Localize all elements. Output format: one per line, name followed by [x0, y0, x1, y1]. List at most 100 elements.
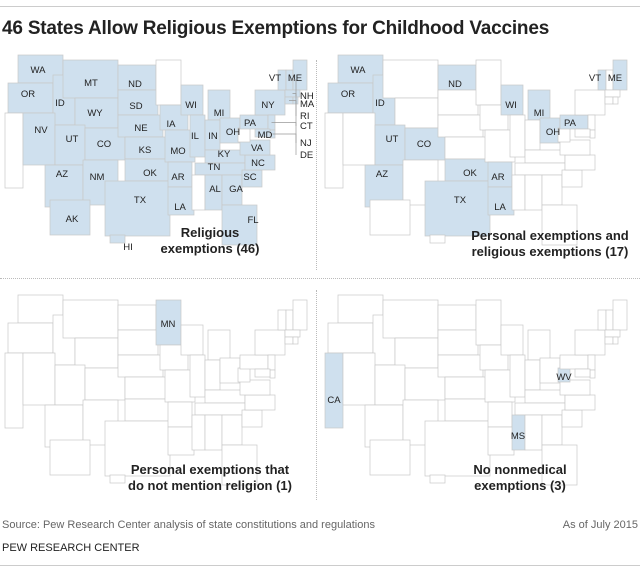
state-or	[7, 82, 54, 114]
state-nj	[267, 354, 276, 371]
caption-line: do not mention religion (1)	[128, 478, 292, 493]
state-sd	[117, 329, 159, 356]
state-ne	[117, 354, 164, 378]
top-rule	[0, 6, 640, 7]
map-caption-personal-nonreligious: Personal exemptions that do not mention …	[110, 462, 310, 494]
state-sc	[561, 169, 583, 188]
state-ut	[374, 124, 406, 166]
state-pa	[239, 354, 269, 370]
state-nc	[244, 394, 276, 411]
state-label: ID	[375, 98, 385, 109]
vertical-divider	[316, 290, 317, 500]
state-label: TX	[454, 195, 467, 206]
state-label: PA	[244, 118, 257, 129]
state-label: OH	[226, 127, 240, 138]
state-label: IA	[167, 119, 177, 130]
state-label: FL	[247, 215, 258, 226]
state-label: NC	[251, 158, 265, 169]
state-ms	[191, 414, 206, 451]
state-label: MO	[170, 146, 185, 157]
state-la	[167, 186, 195, 216]
state-label: GA	[229, 184, 243, 195]
state-wi	[180, 324, 204, 356]
state-nj	[587, 354, 596, 371]
caption-line: Personal exemptions and	[471, 228, 629, 243]
state-tn	[514, 162, 566, 176]
state-label: KY	[218, 149, 231, 160]
state-sd	[437, 329, 479, 356]
state-nh	[285, 309, 294, 331]
callout-line	[289, 100, 297, 126]
state-sd	[117, 89, 159, 116]
state-label: VT	[589, 73, 601, 84]
state-label: WI	[185, 100, 197, 111]
state-ut	[374, 364, 406, 406]
state-nv	[342, 112, 376, 166]
state-label: ND	[128, 79, 142, 90]
state-ks	[444, 376, 488, 400]
state-fl	[221, 204, 258, 246]
state-ks	[444, 136, 488, 160]
state-nd	[437, 304, 477, 331]
state-ak	[49, 439, 91, 476]
callout-label: MA	[300, 99, 315, 110]
state-label: SD	[129, 101, 142, 112]
state-ma	[604, 329, 621, 338]
state-de	[589, 129, 596, 139]
state-label: MT	[84, 78, 98, 89]
state-label: NV	[34, 125, 48, 136]
state-mi	[527, 329, 551, 361]
state-nc	[564, 154, 596, 171]
us-map-3: MN	[4, 294, 308, 486]
state-label: ME	[608, 73, 622, 84]
state-label: IN	[208, 131, 218, 142]
state-ct	[604, 336, 614, 345]
state-sc	[561, 409, 583, 428]
state-ar	[487, 401, 513, 428]
state-il	[509, 354, 526, 398]
state-me	[292, 299, 308, 331]
state-label: ME	[288, 73, 302, 84]
state-va	[239, 139, 271, 156]
as-of-date: As of July 2015	[562, 519, 638, 531]
state-label: WV	[556, 372, 572, 383]
state-md	[254, 128, 271, 138]
state-label: WA	[31, 65, 47, 76]
callout-label: NH	[300, 91, 314, 102]
state-ut	[54, 364, 86, 406]
map-caption-no-nonmedical: No nonmedical exemptions (3)	[460, 462, 580, 494]
state-label: VA	[251, 143, 264, 154]
caption-line: Religious	[180, 225, 240, 240]
state-de	[589, 369, 596, 379]
caption-line: exemptions (3)	[474, 478, 566, 493]
state-label: MI	[534, 108, 545, 119]
state-mt	[382, 59, 439, 99]
state-label: MI	[214, 108, 225, 119]
state-label: NM	[90, 172, 105, 183]
state-nv	[342, 352, 376, 406]
state-label: AK	[66, 214, 79, 225]
state-ct	[284, 336, 294, 345]
state-label: WY	[87, 108, 103, 119]
state-mn	[475, 299, 502, 346]
state-ar	[167, 161, 193, 188]
state-ca	[4, 112, 24, 189]
state-md	[574, 368, 591, 378]
us-map-1: WA OR ID MT WY NV UT CO AZ NM ND SD NE KS OK TX IA MO AR LA…	[4, 54, 315, 253]
state-label: LA	[494, 202, 506, 213]
state-ny	[574, 89, 606, 116]
vertical-divider	[316, 60, 317, 270]
state-tn	[514, 402, 566, 416]
state-label: TN	[208, 162, 221, 173]
state-sc	[241, 409, 263, 428]
state-oh	[219, 357, 241, 384]
callout-label: RI	[300, 111, 310, 122]
state-sd	[437, 89, 479, 116]
state-label: CO	[97, 139, 111, 150]
state-ms	[191, 174, 206, 211]
caption-line: Personal exemptions that	[130, 462, 290, 477]
state-ny	[574, 329, 606, 356]
state-va	[239, 379, 271, 396]
state-mt	[382, 299, 439, 339]
